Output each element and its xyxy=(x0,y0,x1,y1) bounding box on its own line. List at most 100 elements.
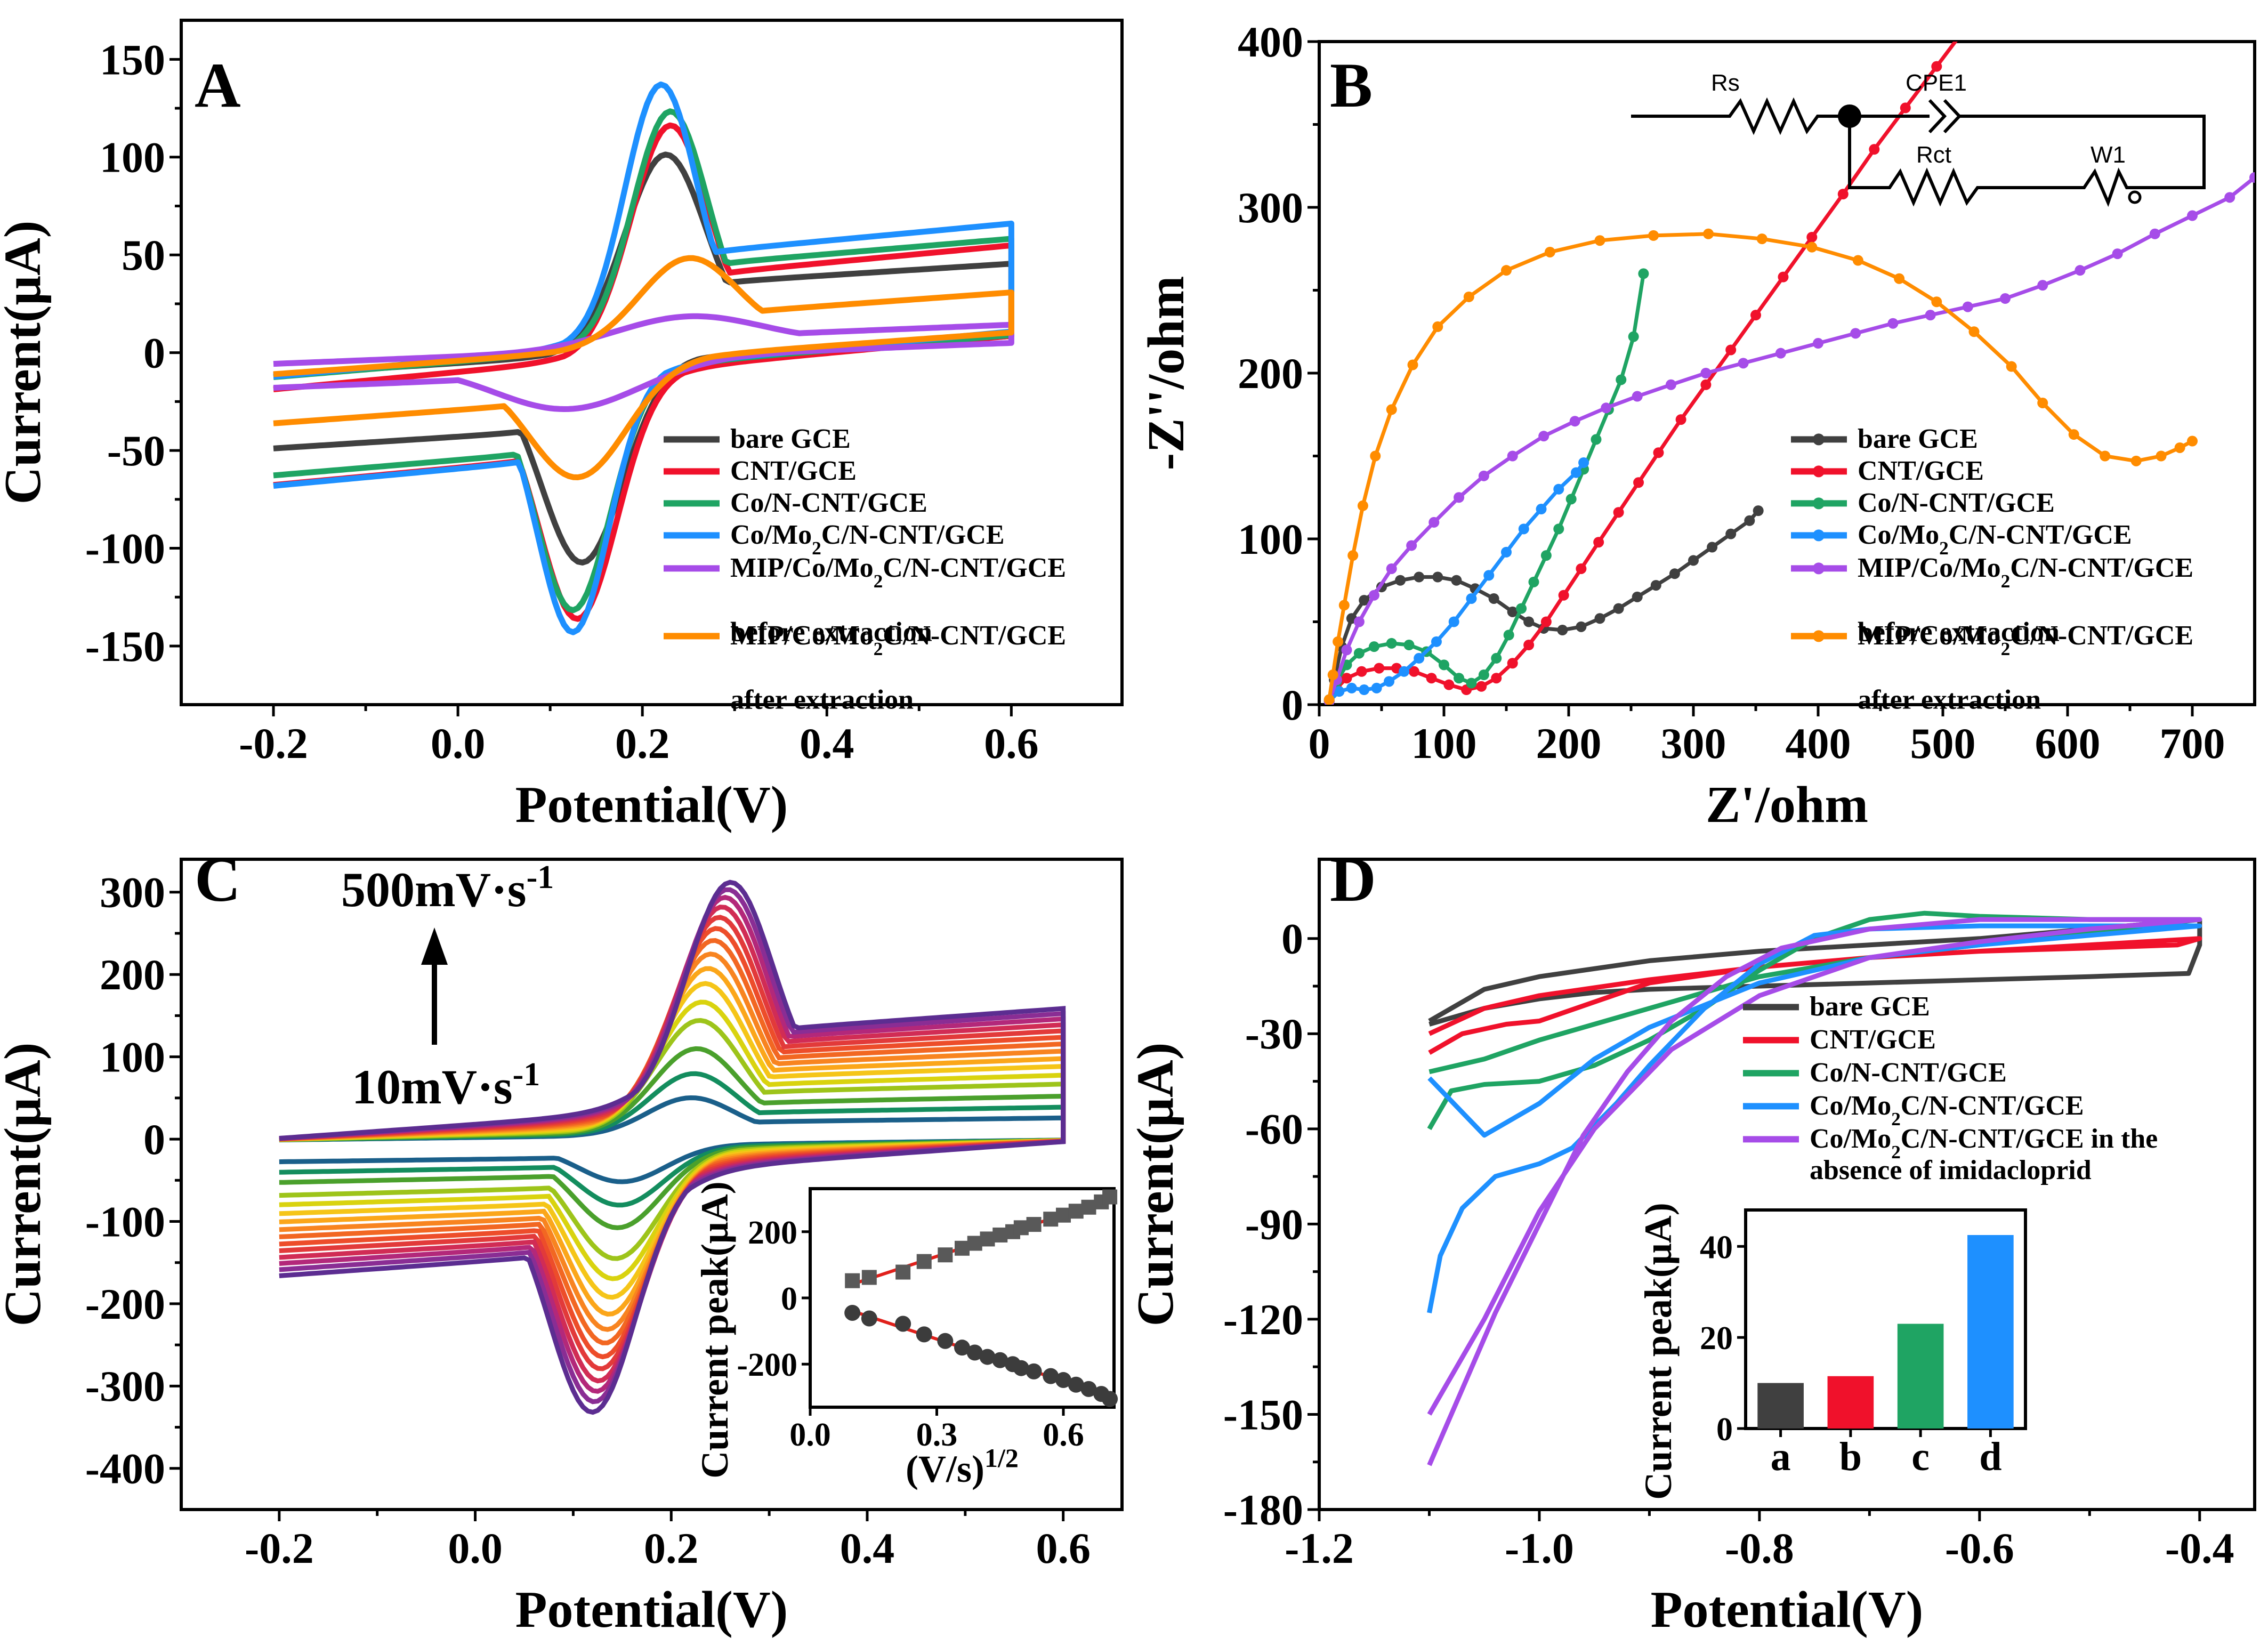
nyquist-point xyxy=(1576,563,1587,574)
nyquist-point xyxy=(1778,271,1789,283)
nyquist-point xyxy=(1518,523,1529,535)
inset-point-cathodic xyxy=(861,1310,877,1327)
x-tick-label: -1.0 xyxy=(1505,1524,1574,1572)
nyquist-point xyxy=(1503,630,1514,641)
nyquist-point xyxy=(1613,603,1624,614)
nyquist-point xyxy=(1346,682,1357,693)
nyquist-point xyxy=(1703,228,1714,239)
nyquist-point xyxy=(1432,321,1443,332)
x-tick-label: 0 xyxy=(1309,719,1330,768)
nyquist-point xyxy=(2068,429,2079,440)
y-tick-label: -90 xyxy=(1245,1200,1303,1248)
inset-frame xyxy=(1744,1208,2027,1430)
nyquist-point xyxy=(1403,640,1415,651)
inset-point-cathodic xyxy=(1068,1376,1084,1393)
inset-point-cathodic xyxy=(1043,1368,1059,1384)
nyquist-point xyxy=(1837,189,1849,200)
y-axis-title: -Z''/ohm xyxy=(1137,276,1195,471)
nyquist-point xyxy=(1536,504,1547,515)
nyquist-point xyxy=(1775,348,1786,359)
legend-label: before extraction xyxy=(730,617,932,648)
legend-marker xyxy=(1813,630,1825,642)
nyquist-point xyxy=(1338,600,1350,611)
nyquist-point xyxy=(1638,268,1649,279)
nyquist-point xyxy=(2174,442,2185,453)
nyquist-point xyxy=(1408,666,1419,677)
cv-curve-3 xyxy=(1427,923,2202,1313)
panel-a: -0.2 0.0 0.2 0.4 0.6 -150 -100 -50 0 50 100 150 A Pot… xyxy=(0,19,1124,834)
plot-frame xyxy=(180,19,1124,706)
legend-label: CNT/GCE xyxy=(1810,1024,1936,1055)
legend-d: bare GCECNT/GCECo/N-CNT/GCECo/Mo2C/N-CNT… xyxy=(1743,991,2158,1185)
inset-point-anodic xyxy=(1102,1189,1118,1205)
nyquist-point xyxy=(1633,477,1644,488)
panel-letter-c: C xyxy=(195,844,241,915)
x-tick-label: 0.0 xyxy=(431,719,486,768)
y-tick-label: -180 xyxy=(1223,1486,1303,1534)
inset-point-anodic xyxy=(1013,1220,1029,1236)
x-axis-title: Z'/ohm xyxy=(1706,776,1868,834)
panel-b: 0 100 200 300 400 500 600 700 0 100 200 300 400 B Z'/o… xyxy=(1137,18,2256,834)
y-tick-label: -300 xyxy=(85,1362,165,1410)
nyquist-point xyxy=(1491,652,1502,664)
nyquist-point xyxy=(1478,470,1489,481)
nyquist-line-1 xyxy=(1327,42,1958,703)
y-tick-label: -60 xyxy=(1245,1105,1303,1153)
equivalent-circuit: Rs CPE1 Rct W1 xyxy=(1631,70,2206,207)
y-tick-label: 400 xyxy=(1238,18,1303,66)
nyquist-point xyxy=(1594,235,1605,246)
legend-label: MIP/Co/Mo2C/N-CNT/GCE xyxy=(1858,553,2193,592)
inset-y-title: Current peak(μA) xyxy=(693,1181,736,1478)
legend-label: MIP/Co/Mo2C/N-CNT/GCE xyxy=(730,553,1066,592)
nyquist-point xyxy=(1578,457,1589,468)
nyquist-point xyxy=(2006,361,2017,372)
nyquist-point xyxy=(2112,248,2123,260)
cv-curve-5 xyxy=(273,255,1014,480)
nyquist-point xyxy=(1384,676,1395,687)
nyquist-point xyxy=(1669,568,1680,579)
y-tick-label: 200 xyxy=(1238,349,1303,398)
nyquist-point xyxy=(1628,331,1639,342)
y-axis-title: Current(μA) xyxy=(1127,1043,1184,1327)
nyquist-point xyxy=(1341,644,1352,656)
nyquist-point xyxy=(2224,192,2235,203)
y-tick-label: -100 xyxy=(85,524,165,572)
x-tick-label: 0.0 xyxy=(448,1524,503,1572)
nyquist-point xyxy=(1359,595,1370,606)
nyquist-point xyxy=(1359,684,1370,696)
nyquist-point xyxy=(1869,144,1880,155)
x-tick-label: 0.6 xyxy=(984,719,1039,768)
nyquist-point xyxy=(1323,694,1335,705)
x-tick-label: 0.6 xyxy=(1036,1524,1091,1572)
nyquist-point xyxy=(1516,603,1527,614)
nyquist-point xyxy=(1357,500,1368,511)
nyquist-point xyxy=(1426,673,1437,684)
nyquist-point xyxy=(1540,616,1552,627)
inset-point-anodic xyxy=(955,1240,970,1256)
x-tick-label: 500 xyxy=(1910,719,1976,768)
x-axis-title: Potential(V) xyxy=(1651,1581,1924,1639)
plot-frame xyxy=(1318,858,2256,1511)
x-tick-label: 300 xyxy=(1661,719,1726,768)
nyquist-point xyxy=(2037,397,2048,408)
nyquist-point xyxy=(1347,550,1359,561)
inset-point-anodic xyxy=(861,1270,877,1285)
circuit-label-rs: Rs xyxy=(1711,70,1740,96)
nyquist-point xyxy=(1557,625,1568,636)
inset-x-tick-label: a xyxy=(1771,1434,1791,1479)
nyquist-point xyxy=(1451,575,1462,586)
nyquist-point xyxy=(2187,210,2198,221)
x-tick-label: -0.4 xyxy=(2165,1524,2234,1572)
inset-point-anodic xyxy=(938,1247,953,1263)
inset-y-title: Current peak(μA) xyxy=(1637,1203,1680,1499)
legend-label: after extraction xyxy=(1858,685,2041,715)
nyquist-point xyxy=(2156,450,2167,462)
nyquist-point xyxy=(1968,326,1980,337)
nyquist-point xyxy=(1333,636,1344,647)
inset-point-anodic xyxy=(992,1227,1008,1242)
nyquist-point xyxy=(1632,591,1643,602)
x-tick-label: 0.2 xyxy=(644,1524,699,1572)
nyquist-point xyxy=(1395,575,1406,586)
legend-label: absence of imidacloprid xyxy=(1810,1155,2092,1185)
x-tick-label: 600 xyxy=(2035,719,2101,768)
